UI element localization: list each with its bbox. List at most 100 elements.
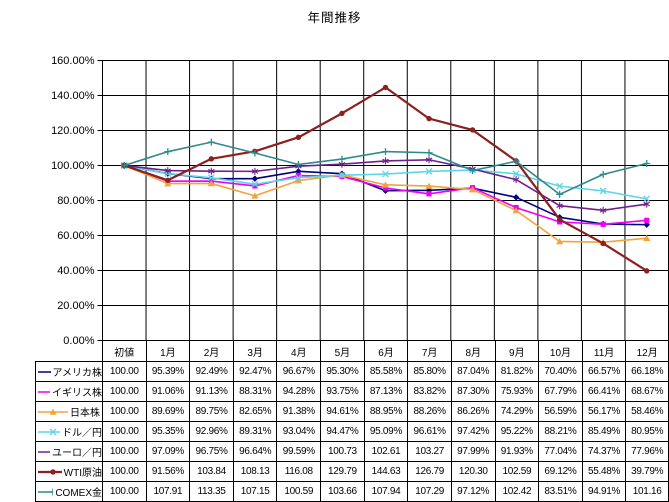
- table-cell: 100.00: [102, 382, 146, 402]
- marker-x-icon: [556, 182, 564, 190]
- table-cell: 103.27: [407, 442, 451, 462]
- table-cell: 91.06%: [145, 382, 190, 402]
- table-cell: 85.58%: [363, 362, 408, 382]
- series-name: ドル／円: [62, 428, 102, 439]
- table-cell: 95.35%: [145, 422, 190, 442]
- legend-item: ドル／円: [35, 422, 102, 442]
- table-cell: 96.64%: [232, 442, 277, 462]
- table-cell: 85.49%: [581, 422, 626, 442]
- marker-circle-icon: [556, 216, 563, 223]
- table-cell: 89.69%: [145, 402, 190, 422]
- table-cell: 83.51%: [538, 482, 582, 502]
- marker-square-icon: [252, 183, 258, 189]
- table-cell: 107.29: [407, 482, 451, 502]
- table-cell: 88.26%: [407, 402, 451, 422]
- table-cell: 77.04%: [538, 442, 582, 462]
- y-axis-label: 40.00%: [57, 265, 95, 277]
- table-cell: 94.28%: [276, 382, 321, 402]
- chart-title: 年間推移: [307, 11, 362, 25]
- table-cell: 70.40%: [538, 362, 582, 382]
- table-cell: 95.39%: [145, 362, 190, 382]
- column-header: 11月: [581, 340, 626, 362]
- series-name: イギリス株: [52, 388, 102, 399]
- table-cell: 129.79: [320, 462, 364, 482]
- series-name: WTI原油: [63, 468, 102, 479]
- table-cell: 100.00: [102, 482, 146, 502]
- legend-item: ユーロ／円: [35, 442, 102, 462]
- table-cell: 91.38%: [276, 402, 321, 422]
- column-header: 10月: [538, 340, 582, 362]
- marker-plus-icon: [49, 488, 54, 495]
- table-cell: 100.00: [102, 362, 146, 382]
- marker-triangle-icon: [49, 408, 57, 415]
- series-swatch-icon: [38, 488, 54, 495]
- table-cell: 75.93%: [494, 382, 539, 402]
- series-name: ユーロ／円: [52, 448, 102, 459]
- marker-asterisk-icon: [556, 202, 563, 210]
- marker-asterisk-icon: [599, 206, 607, 214]
- table-cell: 55.48%: [581, 462, 626, 482]
- table-cell: 96.61%: [407, 422, 451, 442]
- table-cell: 85.80%: [407, 362, 451, 382]
- column-header: 7月: [407, 340, 451, 362]
- table-cell: 89.75%: [189, 402, 233, 422]
- table-cell: 68.67%: [625, 382, 669, 402]
- table-cell: 100.00: [102, 462, 146, 482]
- legend-item: 日本株: [35, 402, 102, 422]
- table-cell: 113.35: [189, 482, 233, 502]
- table-cell: 66.41%: [581, 382, 626, 402]
- column-header: 1月: [145, 340, 190, 362]
- table-cell: 66.18%: [625, 362, 669, 382]
- y-axis-label: 120.00%: [51, 125, 95, 137]
- table-cell: 87.04%: [450, 362, 495, 382]
- table-cell: 88.31%: [232, 382, 277, 402]
- table-cell: 56.59%: [538, 402, 582, 422]
- table-cell: 77.96%: [625, 442, 669, 462]
- table-cell: 56.17%: [581, 402, 626, 422]
- series-swatch-icon: [38, 408, 68, 415]
- marker-circle-icon: [165, 177, 171, 183]
- series-swatch-icon: [38, 468, 62, 475]
- table-cell: 103.66: [320, 482, 364, 502]
- marker-triangle-icon: [251, 192, 259, 199]
- table-cell: 87.13%: [363, 382, 408, 402]
- table-cell: 92.49%: [189, 362, 233, 382]
- table-cell: 92.96%: [189, 422, 233, 442]
- table-cell: 107.94: [363, 482, 408, 502]
- table-cell: 91.93%: [494, 442, 539, 462]
- marker-x-icon: [512, 170, 520, 178]
- table-cell: 107.15: [232, 482, 277, 502]
- marker-square-icon: [426, 191, 432, 197]
- legend-item: アメリカ株: [35, 362, 102, 382]
- table-cell: 89.31%: [232, 422, 277, 442]
- marker-triangle-icon: [512, 207, 520, 214]
- y-axis-label: 60.00%: [57, 230, 95, 242]
- marker-plus-icon: [425, 149, 433, 157]
- table-cell: 102.42: [494, 482, 539, 502]
- table-cell: 100.59: [276, 482, 321, 502]
- y-axis-label: 20.00%: [57, 300, 95, 312]
- table-cell: 100.00: [102, 402, 146, 422]
- table-cell: 107.91: [145, 482, 190, 502]
- table-cell: 96.75%: [189, 442, 233, 462]
- marker-plus-icon: [512, 157, 520, 165]
- series-name: アメリカ株: [52, 368, 103, 379]
- y-axis-label: 100.00%: [51, 160, 95, 172]
- marker-triangle-icon: [164, 180, 172, 187]
- marker-triangle-icon: [294, 177, 303, 184]
- marker-square-icon: [295, 172, 302, 179]
- marker-circle-icon: [600, 240, 606, 247]
- table-cell: 83.82%: [407, 382, 451, 402]
- marker-asterisk-icon: [643, 200, 651, 208]
- table-cell: 101.16: [625, 482, 669, 502]
- marker-asterisk-icon: [512, 176, 520, 184]
- table-cell: 100.00: [102, 442, 146, 462]
- column-header: 3月: [232, 340, 277, 362]
- marker-x-icon: [294, 174, 302, 182]
- table-cell: 94.47%: [320, 422, 364, 442]
- marker-asterisk-icon: [208, 167, 215, 175]
- column-header: 5月: [320, 340, 364, 362]
- marker-x-icon: [207, 174, 215, 182]
- marker-plus-icon: [294, 160, 302, 168]
